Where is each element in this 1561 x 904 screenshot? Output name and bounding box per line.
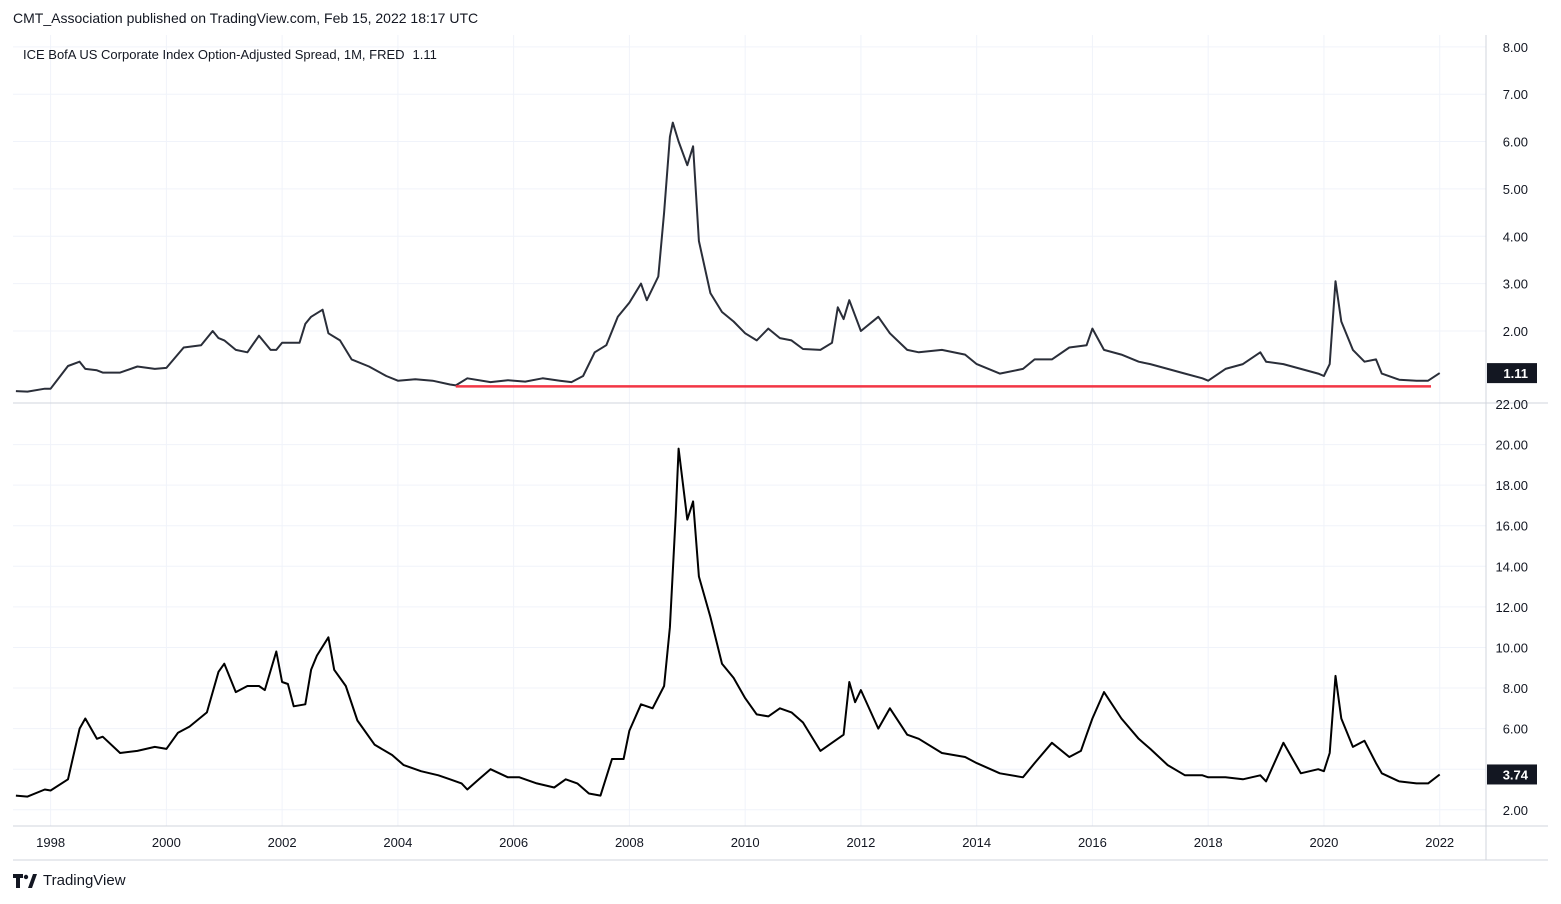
bottom-tick-label: 6.00 [1503, 722, 1528, 737]
published-header: CMT_Association published on TradingView… [13, 10, 479, 26]
bottom-tick-label: 8.00 [1503, 681, 1528, 696]
badge-value: 1.11 [1503, 366, 1528, 381]
time-tick-label: 2008 [615, 835, 644, 850]
bottom-tick-label: 22.00 [1495, 397, 1528, 412]
top-tick-label: 3.00 [1503, 277, 1528, 292]
legend-value: 1.11 [413, 47, 437, 62]
time-tick-label: 2016 [1078, 835, 1107, 850]
bottom-price-axis[interactable]: 22.00 20.00 18.00 16.00 14.00 12.00 10.00 8.00 6… [1495, 397, 1528, 818]
bottom-tick-label: 14.00 [1495, 559, 1528, 574]
badge-background [1487, 764, 1537, 785]
top-last-value-badge: 1.11 [1487, 363, 1537, 384]
bottom-last-value-badge: 3.74 [1487, 764, 1537, 785]
time-tick-label: 2018 [1194, 835, 1223, 850]
series-legend[interactable]: ICE BofA US Corporate Index Option-Adjus… [23, 47, 437, 62]
bottom-tick-label: 10.00 [1495, 640, 1528, 655]
tradingview-brand[interactable]: TradingView [13, 872, 126, 889]
bottom-tick-label: 20.00 [1495, 438, 1528, 453]
grid [13, 35, 1486, 826]
top-series-line [15, 121, 1441, 393]
top-tick-label: 7.00 [1503, 87, 1528, 102]
bottom-tick-label: 18.00 [1495, 478, 1528, 493]
time-tick-label: 2020 [1309, 835, 1338, 850]
tradingview-logo-icon [13, 873, 37, 888]
time-tick-label: 1998 [36, 835, 65, 850]
time-tick-label: 2012 [846, 835, 875, 850]
legend-title: ICE BofA US Corporate Index Option-Adjus… [23, 47, 405, 62]
badge-value: 3.74 [1503, 767, 1529, 782]
bottom-tick-label: 12.00 [1495, 600, 1528, 615]
bottom-tick-label: 2.00 [1503, 803, 1528, 818]
bottom-series-line [15, 447, 1441, 798]
time-tick-label: 2010 [731, 835, 760, 850]
top-tick-label: 5.00 [1503, 182, 1528, 197]
time-tick-label: 2002 [268, 835, 297, 850]
top-tick-label: 6.00 [1503, 135, 1528, 150]
top-tick-label: 4.00 [1503, 229, 1528, 244]
top-tick-label: 8.00 [1503, 40, 1528, 55]
time-tick-label: 2014 [962, 835, 991, 850]
top-price-axis[interactable]: 8.00 7.00 6.00 5.00 4.00 3.00 2.00 [1503, 40, 1528, 339]
time-axis[interactable]: 1998 2000 2002 2004 2006 2008 2010 2012 2014 2016… [36, 835, 1454, 850]
time-tick-label: 2000 [152, 835, 181, 850]
time-tick-label: 2004 [383, 835, 412, 850]
brand-label: TradingView [43, 872, 126, 889]
bottom-tick-label: 16.00 [1495, 519, 1528, 534]
badge-background [1487, 363, 1537, 384]
time-tick-label: 2006 [499, 835, 528, 850]
top-tick-label: 2.00 [1503, 324, 1528, 339]
time-tick-label: 2022 [1425, 835, 1454, 850]
